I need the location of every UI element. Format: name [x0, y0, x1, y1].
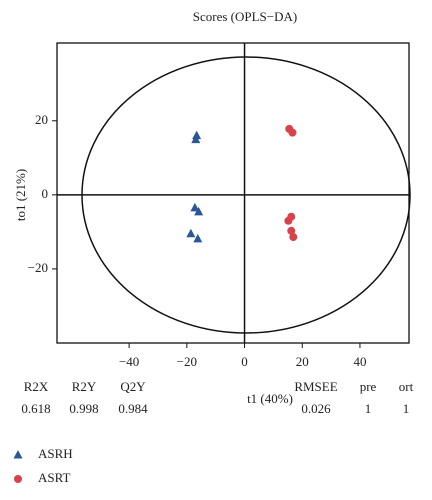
stat-value: 1: [365, 401, 372, 416]
x-tick-label: −40: [119, 354, 139, 369]
stat-label: ort: [399, 379, 414, 394]
stat-label: pre: [360, 379, 377, 394]
legend-label: ASRT: [38, 470, 71, 485]
stat-value: 0.998: [69, 401, 98, 416]
triangle-marker: [186, 228, 196, 238]
triangle-marker: [193, 233, 203, 243]
stat-value: 0.984: [118, 401, 148, 416]
y-tick-label: 20: [35, 112, 48, 127]
stat-value: 0.618: [21, 401, 50, 416]
stat-value: 1: [403, 401, 410, 416]
stat-value: 0.026: [301, 401, 331, 416]
triangle-marker: [13, 450, 23, 459]
circle-marker: [288, 128, 297, 137]
stat-label: Q2Y: [120, 379, 146, 394]
circle-marker: [287, 212, 296, 221]
y-axis-label: to1 (21%): [13, 169, 28, 221]
triangle-marker: [190, 202, 200, 212]
x-tick-label: 20: [296, 354, 309, 369]
triangle-marker: [192, 130, 202, 140]
y-tick-label: 0: [42, 186, 49, 201]
circle-marker: [287, 226, 296, 235]
chart-title: Scores (OPLS−DA): [193, 9, 297, 24]
circle-marker: [14, 475, 22, 483]
x-tick-label: 40: [353, 354, 366, 369]
x-tick-label: −20: [177, 354, 197, 369]
stat-label: R2X: [24, 379, 49, 394]
circle-marker: [289, 233, 298, 242]
stat-label: R2Y: [72, 379, 97, 394]
triangle-marker: [191, 134, 201, 144]
stat-label: RMSEE: [294, 379, 337, 394]
triangle-marker: [194, 206, 204, 216]
x-axis-label: t1 (40%): [247, 391, 293, 406]
x-tick-label: 0: [241, 354, 248, 369]
y-tick-label: −20: [28, 260, 48, 275]
legend-label: ASRH: [38, 446, 73, 461]
plot-frame: [56, 42, 410, 344]
